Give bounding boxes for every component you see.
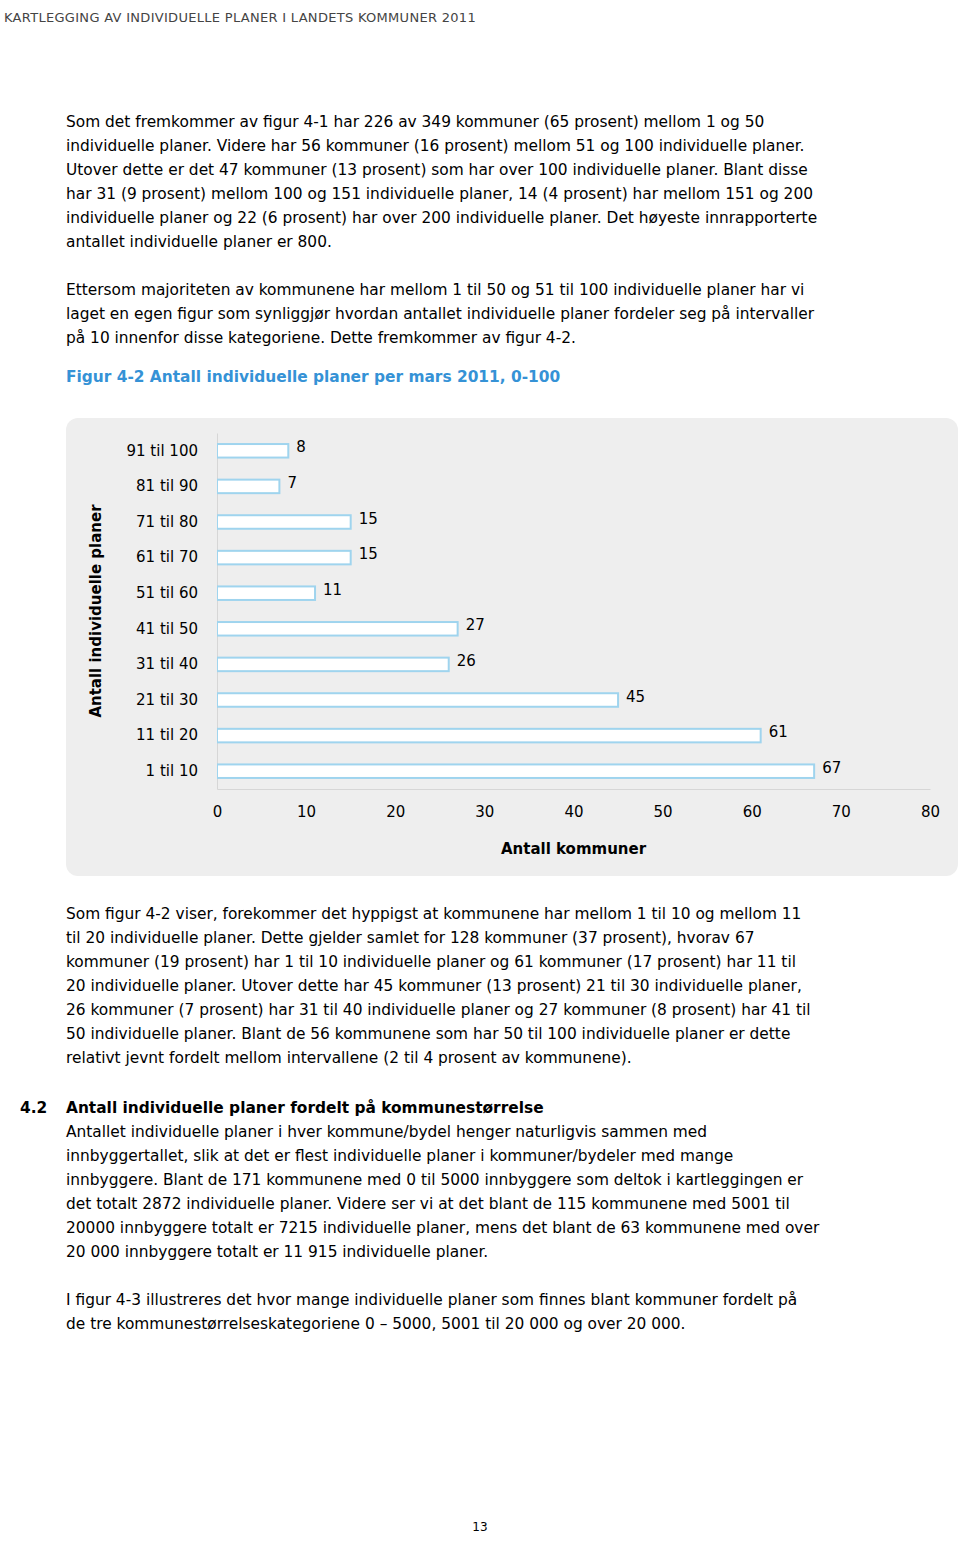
paragraph-line: 20000 innbyggere totalt er 7215 individu… bbox=[66, 1219, 820, 1237]
x-tick: 40 bbox=[564, 789, 583, 821]
paragraph-line: antallet individuelle planer er 800. bbox=[66, 233, 332, 251]
figure-caption: Figur 4-2 Antall individuelle planer per… bbox=[66, 368, 560, 386]
bar bbox=[217, 551, 351, 565]
section-number: 4.2 bbox=[20, 1099, 47, 1117]
paragraph-line: individuelle planer. Videre har 56 kommu… bbox=[66, 137, 805, 155]
data-label: 15 bbox=[359, 545, 378, 563]
data-label: 15 bbox=[359, 510, 378, 528]
x-tick: 70 bbox=[832, 789, 851, 821]
x-axis: 0 10 20 30 40 50 60 70 80 bbox=[213, 789, 940, 821]
x-tick: 0 bbox=[213, 789, 223, 821]
page-header: KARTLEGGING AV INDIVIDUELLE PLANER I LAN… bbox=[4, 10, 476, 25]
data-label: 45 bbox=[626, 688, 645, 706]
y-tick: 21 til 30 bbox=[136, 691, 217, 709]
y-tick-label: 81 til 90 bbox=[136, 477, 198, 495]
y-tick-label: 91 til 100 bbox=[127, 442, 198, 460]
y-tick: 11 til 20 bbox=[136, 726, 217, 744]
x-tick-label: 70 bbox=[832, 803, 851, 821]
bar bbox=[217, 586, 315, 600]
y-tick-label: 21 til 30 bbox=[136, 691, 198, 709]
paragraph-line: 20 000 innbyggere totalt er 11 915 indiv… bbox=[66, 1243, 488, 1261]
x-tick-label: 0 bbox=[213, 803, 223, 821]
paragraph-line: laget en egen figur som synliggjør hvord… bbox=[66, 305, 815, 323]
bar bbox=[217, 622, 458, 636]
y-tick-label: 51 til 60 bbox=[136, 584, 198, 602]
paragraph-line: Ettersom majoriteten av kommunene har me… bbox=[66, 281, 804, 299]
y-tick: 41 til 50 bbox=[136, 620, 217, 638]
x-tick: 50 bbox=[654, 789, 673, 821]
data-label: 27 bbox=[466, 616, 485, 634]
y-tick: 81 til 90 bbox=[136, 477, 217, 495]
paragraph-line: 20 individuelle planer. Utover dette har… bbox=[66, 977, 802, 995]
bar bbox=[217, 658, 449, 672]
paragraph-line: til 20 individuelle planer. Dette gjelde… bbox=[66, 929, 754, 947]
data-labels: 67 61 45 26 27 11 15 15 7 8 bbox=[287, 438, 841, 776]
data-label: 8 bbox=[296, 438, 306, 456]
y-tick-label: 71 til 80 bbox=[136, 513, 198, 531]
paragraph-line: på 10 innenfor disse kategoriene. Dette … bbox=[66, 329, 576, 347]
paragraph-line: Utover dette er det 47 kommuner (13 pros… bbox=[66, 161, 808, 179]
bar bbox=[217, 515, 351, 529]
y-tick-label: 61 til 70 bbox=[136, 548, 198, 566]
data-label: 61 bbox=[769, 723, 788, 741]
data-label: 11 bbox=[323, 581, 342, 599]
y-tick-label: 41 til 50 bbox=[136, 620, 198, 638]
bar bbox=[217, 444, 288, 458]
x-tick-label: 40 bbox=[564, 803, 583, 821]
page-number: 13 bbox=[472, 1520, 487, 1534]
paragraph-line: Som figur 4-2 viser, forekommer det hypp… bbox=[66, 905, 801, 923]
bars bbox=[217, 444, 814, 778]
y-tick: 31 til 40 bbox=[136, 655, 217, 673]
y-axis: 1 til 10 11 til 20 21 til 30 31 til 40 41 ti… bbox=[127, 434, 218, 790]
x-tick: 10 bbox=[297, 789, 316, 821]
y-axis-title: Antall individuelle planer bbox=[87, 504, 105, 718]
x-tick-label: 50 bbox=[654, 803, 673, 821]
paragraph-line: relativt jevnt fordelt mellom intervalle… bbox=[66, 1049, 632, 1067]
y-tick-label: 11 til 20 bbox=[136, 726, 198, 744]
y-tick: 91 til 100 bbox=[127, 442, 217, 460]
x-tick-label: 60 bbox=[743, 803, 762, 821]
paragraph-line: kommuner (19 prosent) har 1 til 10 indiv… bbox=[66, 953, 796, 971]
y-tick: 61 til 70 bbox=[136, 548, 217, 566]
paragraph-line: de tre kommunestørrelseskategoriene 0 – … bbox=[66, 1315, 686, 1333]
x-tick-label: 10 bbox=[297, 803, 316, 821]
section-title: Antall individuelle planer fordelt på ko… bbox=[66, 1099, 544, 1117]
paragraph-line: det totalt 2872 individuelle planer. Vid… bbox=[66, 1195, 790, 1213]
paragraph-line: 26 kommuner (7 prosent) har 31 til 40 in… bbox=[66, 1001, 811, 1019]
paragraph-line: Som det fremkommer av figur 4-1 har 226 … bbox=[66, 113, 764, 131]
y-tick-label: 1 til 10 bbox=[146, 762, 198, 780]
bar bbox=[217, 480, 279, 494]
paragraph-line: innbyggere. Blant de 171 kommunene med 0… bbox=[66, 1171, 804, 1189]
paragraph-line: I figur 4-3 illustreres det hvor mange i… bbox=[66, 1291, 797, 1309]
paragraph-line: 50 individuelle planer. Blant de 56 komm… bbox=[66, 1025, 790, 1043]
bar bbox=[217, 729, 761, 743]
x-tick: 20 bbox=[386, 789, 405, 821]
paragraph-line: har 31 (9 prosent) mellom 100 og 151 ind… bbox=[66, 185, 813, 203]
bar bbox=[217, 693, 618, 707]
bar bbox=[217, 764, 814, 778]
y-tick-label: 31 til 40 bbox=[136, 655, 198, 673]
data-label: 26 bbox=[457, 652, 476, 670]
x-tick-label: 80 bbox=[921, 803, 940, 821]
paragraph-line: Antallet individuelle planer i hver komm… bbox=[66, 1123, 707, 1141]
page: KARTLEGGING AV INDIVIDUELLE PLANER I LAN… bbox=[0, 0, 960, 1555]
y-tick: 51 til 60 bbox=[136, 584, 217, 602]
x-tick-label: 30 bbox=[475, 803, 494, 821]
chart: 0 10 20 30 40 50 60 70 80 1 til 10 11 til 20 21 til… bbox=[87, 434, 940, 859]
x-tick-label: 20 bbox=[386, 803, 405, 821]
x-tick: 60 bbox=[743, 789, 762, 821]
y-tick: 71 til 80 bbox=[136, 513, 217, 531]
paragraph-line: individuelle planer og 22 (6 prosent) ha… bbox=[66, 209, 817, 227]
x-axis-line bbox=[218, 789, 931, 790]
y-tick: 1 til 10 bbox=[146, 762, 217, 780]
data-label: 7 bbox=[287, 474, 297, 492]
x-tick: 30 bbox=[475, 789, 494, 821]
chart-background bbox=[66, 418, 958, 876]
data-label: 67 bbox=[822, 759, 841, 777]
x-axis-title: Antall kommuner bbox=[501, 840, 647, 858]
paragraph-line: innbyggertallet, slik at det er flest in… bbox=[66, 1147, 733, 1165]
x-tick: 80 bbox=[921, 789, 940, 821]
